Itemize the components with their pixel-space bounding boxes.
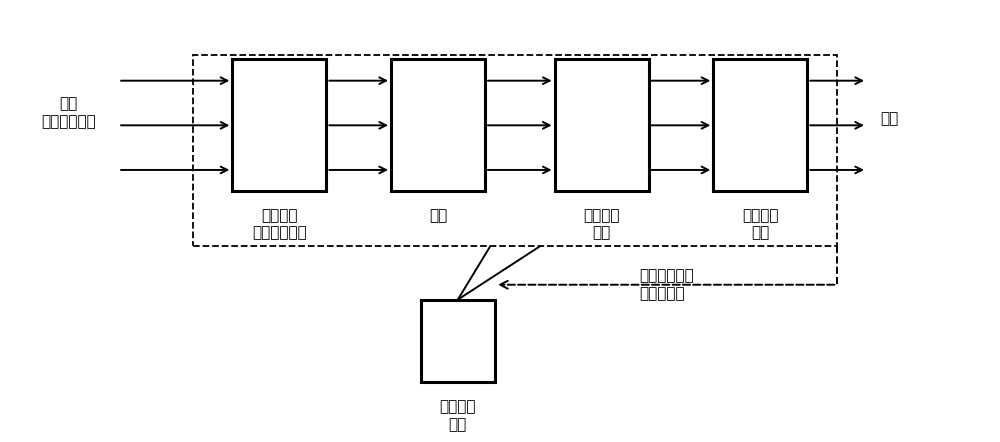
Text: 分离检测
单元: 分离检测 单元 bbox=[742, 208, 779, 240]
Bar bbox=[555, 59, 649, 191]
Text: 排放: 排放 bbox=[880, 111, 898, 126]
Text: 尾气控制
单元: 尾气控制 单元 bbox=[583, 208, 620, 240]
Text: 组分分析回馈
流量与含量: 组分分析回馈 流量与含量 bbox=[639, 269, 694, 301]
Bar bbox=[421, 300, 495, 382]
Bar bbox=[713, 59, 807, 191]
Text: 工作气体
配制供应单元: 工作气体 配制供应单元 bbox=[252, 208, 307, 240]
Text: 气源
（多种气体）: 气源 （多种气体） bbox=[41, 96, 96, 129]
Bar bbox=[391, 59, 485, 191]
Bar bbox=[193, 55, 837, 247]
Text: 电堆: 电堆 bbox=[429, 208, 447, 223]
Text: 控制管理
单元: 控制管理 单元 bbox=[440, 400, 476, 432]
Bar bbox=[232, 59, 326, 191]
